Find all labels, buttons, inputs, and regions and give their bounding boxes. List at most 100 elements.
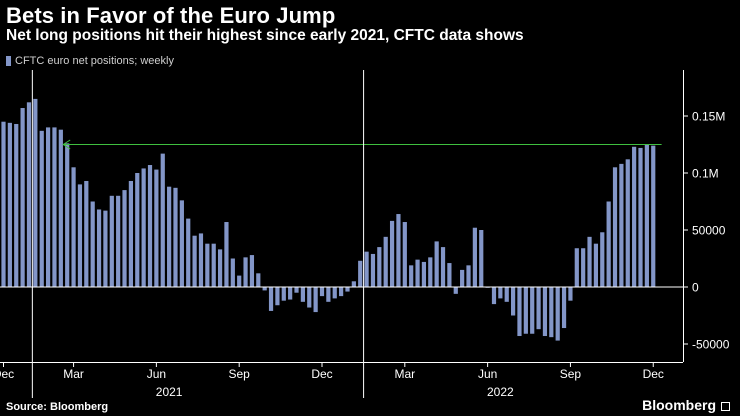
bar — [625, 159, 630, 287]
bar — [186, 218, 191, 287]
legend-swatch — [6, 56, 11, 66]
bar — [77, 184, 83, 287]
bar — [262, 287, 267, 291]
bar — [39, 130, 44, 287]
bar — [288, 287, 293, 300]
bar — [409, 265, 414, 287]
bar — [460, 269, 465, 287]
bar — [167, 186, 172, 287]
bar — [370, 253, 376, 287]
bar — [154, 169, 159, 287]
x-tick-label: Mar — [63, 367, 84, 381]
bar — [96, 209, 102, 287]
bar — [479, 230, 484, 287]
bar — [472, 227, 477, 287]
y-tick-label: 0.15M — [692, 110, 725, 124]
legend: CFTC euro net positions; weekly — [6, 55, 174, 67]
brand-logo: Bloomberg — [642, 397, 716, 413]
bar — [612, 167, 618, 287]
bar — [237, 275, 242, 287]
bar — [555, 287, 560, 341]
bar — [389, 220, 395, 287]
bar — [147, 165, 153, 287]
bar — [339, 287, 344, 297]
bar — [593, 243, 599, 287]
bar — [600, 232, 605, 287]
bar — [205, 243, 210, 287]
bar — [243, 257, 248, 287]
bar — [307, 287, 312, 308]
bar — [523, 287, 528, 334]
x-tick-label: Sep — [229, 367, 251, 381]
bar — [549, 287, 554, 338]
bar — [294, 287, 299, 293]
bar — [351, 281, 356, 287]
x-tick-label: Mar — [394, 367, 415, 381]
bar — [135, 173, 140, 287]
bar — [638, 147, 643, 287]
bar — [581, 248, 586, 287]
bar — [542, 287, 548, 337]
bar — [160, 153, 165, 287]
bar — [268, 287, 274, 311]
source-note: Source: Bloomberg — [6, 401, 109, 413]
bar — [402, 222, 407, 287]
bar — [358, 260, 363, 287]
chart-subtitle: Net long positions hit their highest sin… — [6, 27, 524, 44]
x-tick-label: Dec — [643, 367, 664, 381]
bar — [217, 249, 223, 287]
year-label: 2022 — [487, 385, 514, 399]
reference-arrow-icon — [62, 139, 71, 150]
bar — [498, 287, 503, 299]
bar — [530, 287, 535, 334]
year-label: 2021 — [156, 385, 183, 399]
x-tick-label: Sep — [560, 367, 582, 381]
bar — [122, 190, 127, 287]
bar — [440, 247, 446, 287]
x-tick-label: Jun — [147, 367, 166, 381]
bar — [249, 255, 255, 287]
bar — [52, 127, 57, 288]
bar — [179, 200, 184, 287]
bar — [561, 287, 567, 329]
bar — [319, 287, 325, 297]
bar — [326, 287, 331, 302]
bar — [491, 287, 497, 305]
bar — [396, 214, 401, 287]
bar — [332, 287, 337, 299]
bar — [447, 263, 452, 287]
bar — [428, 257, 433, 287]
bar — [574, 248, 579, 287]
bar — [109, 195, 114, 287]
bar — [256, 273, 261, 287]
bar — [606, 201, 611, 287]
bar — [415, 259, 420, 287]
bar — [173, 187, 178, 287]
bar — [300, 287, 305, 302]
bar — [65, 143, 70, 287]
bar — [116, 195, 121, 287]
bar — [377, 247, 382, 287]
x-tick-label: Dec — [311, 367, 332, 381]
y-tick-label: -50000 — [692, 338, 730, 352]
bar — [141, 168, 146, 287]
y-tick-label: 0 — [692, 281, 699, 295]
bar — [517, 287, 522, 337]
bar — [651, 145, 656, 287]
legend-label: CFTC euro net positions; weekly — [15, 55, 174, 67]
bar — [275, 287, 280, 306]
y-tick-label: 50000 — [692, 224, 726, 238]
bar — [26, 102, 32, 287]
bar — [434, 241, 439, 287]
bar — [281, 287, 286, 301]
bar — [568, 287, 573, 301]
bar — [58, 129, 63, 287]
bar — [511, 287, 516, 316]
bar — [33, 98, 38, 288]
bar — [421, 261, 427, 287]
bar — [619, 163, 624, 287]
bar — [453, 287, 458, 294]
bar — [7, 122, 12, 287]
bar — [84, 180, 89, 287]
bar — [345, 287, 350, 292]
